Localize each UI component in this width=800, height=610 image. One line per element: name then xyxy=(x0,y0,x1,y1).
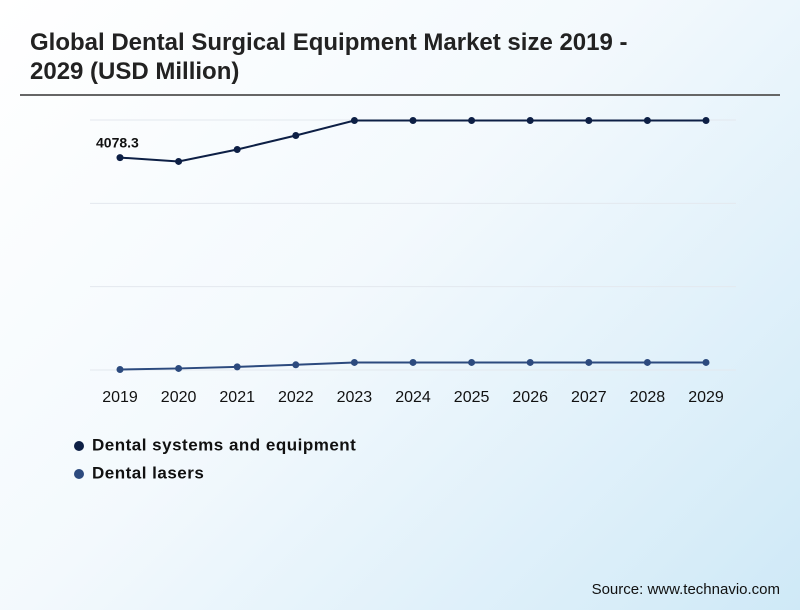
legend-marker xyxy=(74,441,84,451)
legend-label: Dental lasers xyxy=(92,463,204,482)
data-point xyxy=(350,117,358,125)
data-point xyxy=(526,117,534,125)
data-point xyxy=(468,117,476,125)
x-tick-label: 2025 xyxy=(454,389,490,406)
legend-marker xyxy=(74,469,84,479)
source: Source: www.technavio.com xyxy=(591,581,780,598)
data-point xyxy=(409,117,417,125)
x-tick-label: 2027 xyxy=(571,389,607,406)
data-point xyxy=(233,145,241,153)
data-point xyxy=(292,361,300,369)
data-point xyxy=(233,363,241,371)
data-label: 4078.3 xyxy=(96,134,139,150)
title-rule xyxy=(20,94,780,96)
data-point xyxy=(585,117,593,125)
data-point xyxy=(175,157,183,165)
data-point xyxy=(409,358,417,366)
x-tick-label: 2020 xyxy=(161,389,197,406)
data-point xyxy=(526,358,534,366)
data-point xyxy=(350,358,358,366)
data-point xyxy=(116,365,124,373)
data-point xyxy=(175,364,183,372)
x-tick-label: 2028 xyxy=(630,389,666,406)
x-tick-label: 2019 xyxy=(102,389,138,406)
x-tick-label: 2029 xyxy=(688,389,724,406)
data-point xyxy=(292,131,300,139)
x-tick-label: 2026 xyxy=(512,389,548,406)
data-point xyxy=(643,117,651,125)
chart-title: Global Dental Surgical Equipment Market … xyxy=(30,29,628,85)
data-point xyxy=(468,358,476,366)
data-point xyxy=(643,358,651,366)
data-point xyxy=(702,117,710,125)
series-line xyxy=(119,119,706,163)
x-tick-label: 2024 xyxy=(395,389,431,406)
legend-label: Dental systems and equipment xyxy=(92,435,356,454)
x-tick-label: 2021 xyxy=(219,389,255,406)
data-point xyxy=(702,358,710,366)
x-tick-label: 2022 xyxy=(278,389,314,406)
data-point xyxy=(585,358,593,366)
x-tick-label: 2023 xyxy=(337,389,373,406)
data-point xyxy=(116,154,124,162)
